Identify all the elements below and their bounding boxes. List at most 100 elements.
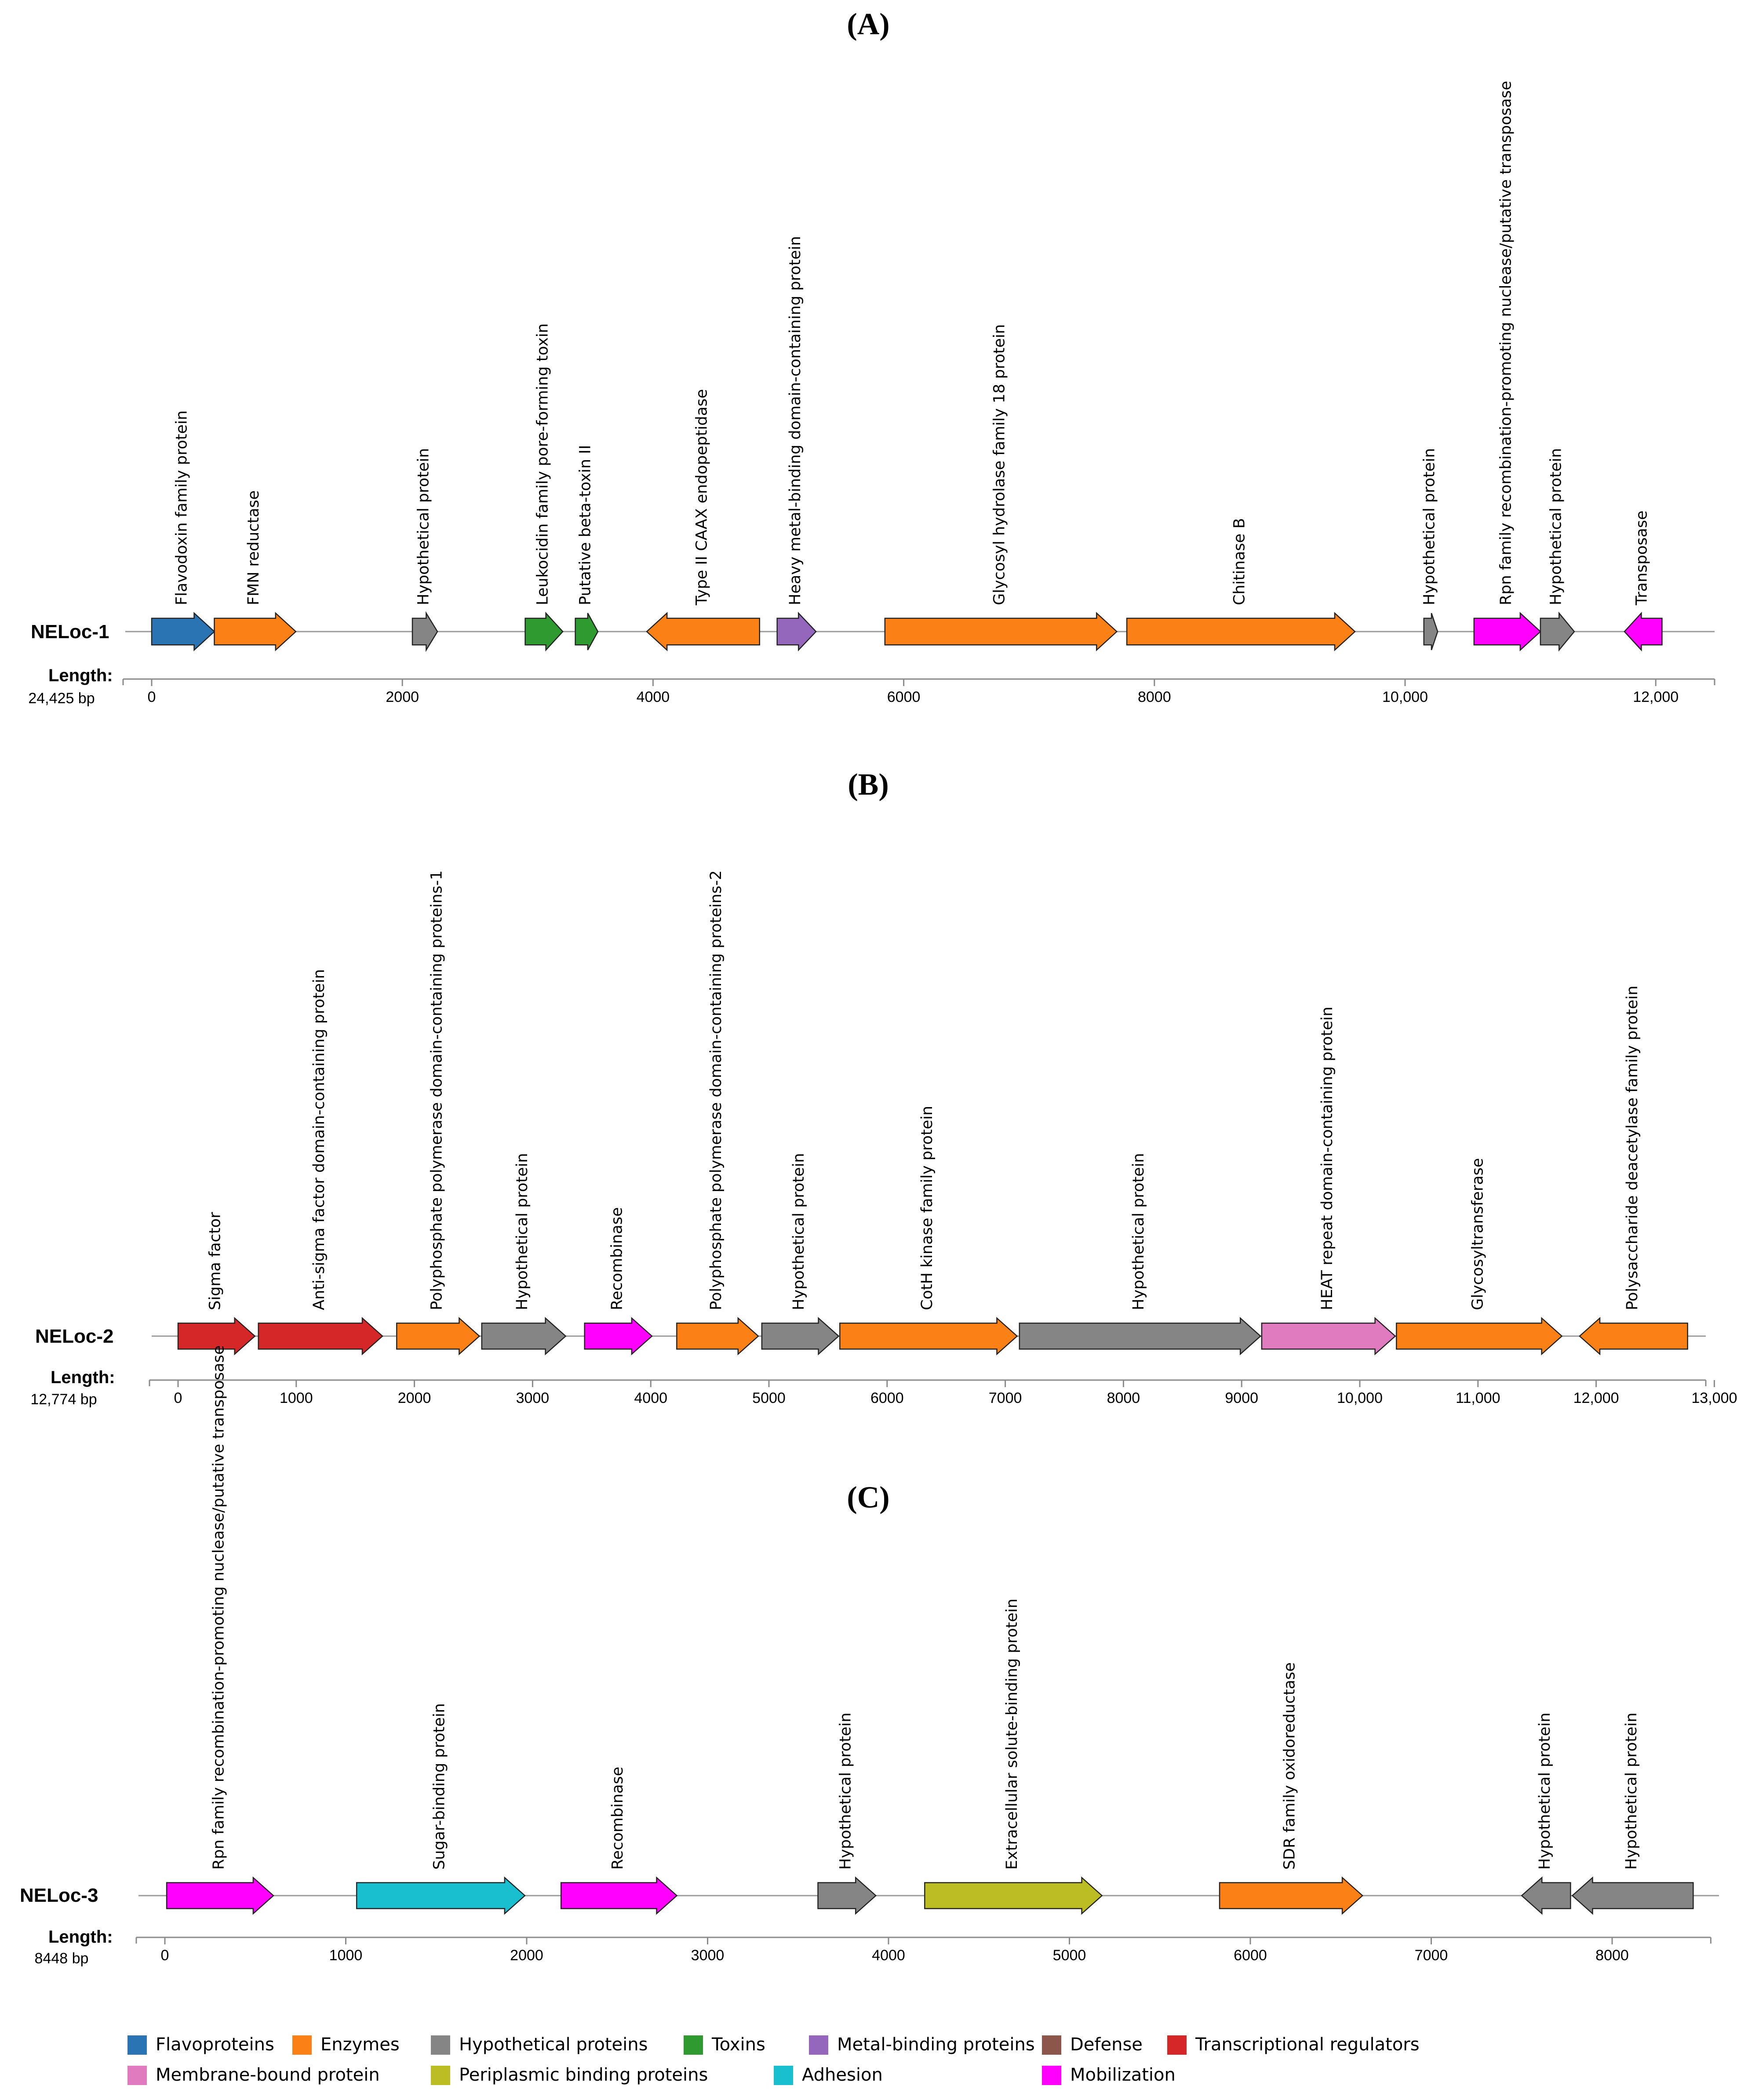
panel-c: (C) NELoc-3 Length: 8448 bp 0 1000 2000 3000 400… <box>20 1345 1719 1967</box>
gene-label: Transposase <box>1633 510 1651 606</box>
gene-label: Hypothetical protein <box>415 448 433 605</box>
gene-arrow-coth-kinase-family-protein[interactable] <box>839 1317 1018 1355</box>
panel-tag: (A) <box>847 7 889 41</box>
legend-label: Enzymes <box>320 2035 400 2055</box>
gene-arrow-putative-beta-toxin-ii[interactable] <box>575 613 599 650</box>
ruler-tick-label: 1000 <box>329 1947 363 1964</box>
gene-arrow-recombinase[interactable] <box>584 1317 653 1355</box>
legend-swatch-adhesion <box>774 2066 793 2085</box>
gene-arrow-glycosyl-hydrolase-family-18-protein[interactable] <box>884 612 1118 651</box>
gene-arrow-extracellular-solute-binding-protein[interactable] <box>924 1876 1103 1915</box>
gene-label: FMN reductase <box>245 490 262 605</box>
gene-label: Hypothetical protein <box>1130 1153 1147 1310</box>
legend-label: Hypothetical proteins <box>459 2035 648 2055</box>
gene-arrow-recombinase[interactable] <box>560 1876 678 1915</box>
legend-swatch-transcriptional-regulators <box>1167 2035 1187 2055</box>
gene-arrow-hypothetical-protein[interactable] <box>761 1317 840 1355</box>
gene-label: Chitinase B <box>1231 518 1249 605</box>
gene-arrow-sigma-factor[interactable] <box>177 1317 256 1355</box>
legend-label: Mobilization <box>1070 2065 1176 2085</box>
gene-arrow-anti-sigma-factor-domain-containing-protein[interactable] <box>258 1317 383 1355</box>
gene-label: Polysaccharide deacetylase family protei… <box>1624 985 1641 1310</box>
gene-label: Hypothetical protein <box>790 1153 808 1310</box>
ruler-tick-label: 8000 <box>1138 689 1171 705</box>
length-value: 12,774 bp <box>30 1391 97 1408</box>
legend-swatch-flavoproteins <box>127 2035 147 2055</box>
ruler-tick-label: 0 <box>148 689 156 705</box>
gene-arrow-hypothetical-protein[interactable] <box>1571 1876 1694 1915</box>
gene-arrow-transposase[interactable] <box>1624 611 1663 652</box>
gene-label: Polyphosphate polymerase domain-containi… <box>707 870 725 1310</box>
gene-arrow-sdr-family-oxidoreductase[interactable] <box>1219 1876 1364 1915</box>
ruler-tick-label: 3000 <box>516 1390 550 1406</box>
legend-label: Toxins <box>711 2035 765 2055</box>
legend-label: Flavoproteins <box>156 2035 274 2055</box>
gene-arrow-polysaccharide-deacetylase-family-protein[interactable] <box>1579 1317 1688 1355</box>
gene-arrow-heat-repeat-domain-containing-protein[interactable] <box>1261 1317 1396 1355</box>
gene-arrow-polyphosphate-polymerase-domain-containing-proteins-1[interactable] <box>396 1317 481 1355</box>
locus-name: NELoc-1 <box>31 621 109 643</box>
ruler-tick-label: 13,000 <box>1691 1390 1737 1406</box>
gene-label: Rpn family recombination-promoting nucle… <box>1497 81 1515 605</box>
gene-label: Sigma factor <box>206 1212 224 1310</box>
ruler-tick-label: 4000 <box>634 1390 667 1406</box>
panel-a: (A) NELoc-1 Length: 24,425 bp 0 2000 4000 6000 8… <box>28 7 1715 707</box>
ruler-tick-label: 6000 <box>887 689 921 705</box>
gene-arrow-hypothetical-protein[interactable] <box>1540 611 1575 652</box>
ruler-tick-label: 9000 <box>1225 1390 1258 1406</box>
gene-arrow-hypothetical-protein[interactable] <box>481 1317 567 1355</box>
gene-arrow-chitinase-b[interactable] <box>1126 612 1356 651</box>
legend-label: Adhesion <box>802 2065 883 2085</box>
gene-arrow-fmn-reductase[interactable] <box>214 612 297 651</box>
gene-arrow-type-ii-caax-endopeptidase[interactable] <box>646 612 760 651</box>
gene-label: Extracellular solute-binding protein <box>1003 1599 1021 1870</box>
gene-label: Hypothetical protein <box>1420 448 1438 605</box>
legend-swatch-defense <box>1042 2035 1061 2055</box>
panel-b: (B) NELoc-2 Length: 12,774 bp 0 1000 2000 3000 4… <box>30 768 1737 1408</box>
gene-arrow-leukocidin-family-pore-forming-toxin[interactable] <box>524 611 564 652</box>
ruler-tick-label: 6000 <box>870 1390 904 1406</box>
gene-label: Sugar-binding protein <box>431 1703 448 1870</box>
ruler-tick-label: 0 <box>161 1947 169 1964</box>
gene-label: Anti-sigma factor domain-containing prot… <box>310 969 328 1310</box>
gene-arrow-heavy-metal-binding-domain-containing-protein[interactable] <box>776 611 817 652</box>
gene-arrow-hypothetical-protein[interactable] <box>411 611 438 652</box>
gene-arrow-hypothetical-protein[interactable] <box>1521 1876 1571 1915</box>
ruler-tick-label: 2000 <box>386 689 419 705</box>
gene-arrow-rpn-family-recombination-promoting-nuclease-putative-transposase[interactable] <box>166 1876 274 1915</box>
ruler-tick-label: 10,000 <box>1337 1390 1383 1406</box>
gene-label: Hypothetical protein <box>1547 448 1565 605</box>
gene-label: Rpn family recombination-promoting nucle… <box>210 1345 228 1870</box>
gene-label: Leukocidin family pore-forming toxin <box>534 323 551 605</box>
ruler-tick-label: 2000 <box>510 1947 543 1964</box>
gene-arrow-rpn-family-recombination-promoting-nuclease-putative-transposase[interactable] <box>1473 612 1541 651</box>
legend-swatch-metal-binding-proteins <box>809 2035 828 2055</box>
gene-arrow-glycosyltransferase[interactable] <box>1396 1317 1563 1355</box>
gene-label: Glycosyl hydrolase family 18 protein <box>991 324 1009 605</box>
gene-arrow-hypothetical-protein[interactable] <box>817 1876 877 1915</box>
legend-swatch-membrane-bound-protein <box>127 2066 147 2085</box>
ruler-tick-label: 6000 <box>1234 1947 1267 1964</box>
panel-tag: (B) <box>848 768 889 802</box>
legend-swatch-periplasmic-binding-proteins <box>431 2066 450 2085</box>
ruler-tick-label: 10,000 <box>1382 689 1428 705</box>
gene-arrow-hypothetical-protein[interactable] <box>1019 1317 1262 1355</box>
gene-label: HEAT repeat domain-containing protein <box>1318 1006 1336 1310</box>
gene-label: Heavy metal-binding domain-containing pr… <box>787 236 804 605</box>
ruler-tick-label: 11,000 <box>1456 1390 1500 1406</box>
length-heading: Length: <box>48 1927 113 1947</box>
gene-arrow-flavodoxin-family-protein[interactable] <box>151 612 215 651</box>
legend: Flavoproteins Enzymes Hypothetical protein… <box>127 2035 1420 2085</box>
legend-label: Periplasmic binding proteins <box>459 2065 708 2085</box>
legend-swatch-enzymes <box>292 2035 312 2055</box>
ruler-tick-label: 3000 <box>691 1947 725 1964</box>
legend-label: Metal-binding proteins <box>837 2035 1035 2055</box>
gene-arrow-sugar-binding-protein[interactable] <box>356 1876 526 1915</box>
ruler-tick-label: 5000 <box>752 1390 786 1406</box>
gene-label: Hypothetical protein <box>1623 1712 1640 1870</box>
ruler-tick-label: 1000 <box>280 1390 313 1406</box>
gene-arrow-hypothetical-protein[interactable] <box>1423 613 1438 650</box>
gene-label: Type II CAAX endopeptidase <box>693 389 710 606</box>
gene-arrow-polyphosphate-polymerase-domain-containing-proteins-2[interactable] <box>676 1317 759 1355</box>
